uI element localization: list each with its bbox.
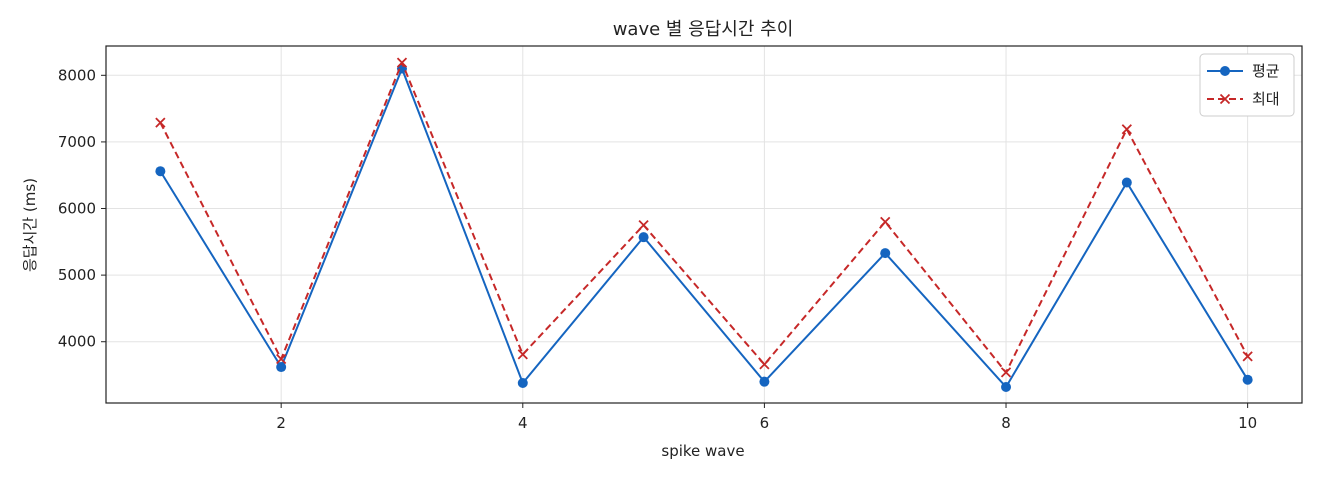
series-mean [155,63,1253,393]
data-point [880,248,891,259]
data-point [1121,124,1132,135]
x-axis: 2 4 6 8 10 [276,403,1257,432]
data-point [276,362,287,373]
series-max [155,57,1253,378]
data-point [1242,374,1253,385]
data-point [638,232,649,243]
x-tick-label: 10 [1238,414,1257,432]
data-point [880,216,891,227]
data-point [276,353,287,365]
data-point [1000,367,1012,378]
legend-marker [1219,93,1231,105]
plot-frame [105,45,1303,404]
x-axis-label: spike wave [661,442,744,460]
data-point [638,220,649,231]
data-point [1242,351,1253,362]
x-tick-label: 6 [760,414,770,432]
x-tick-label: 4 [518,414,528,432]
data-point [1121,177,1132,188]
series-line [159,61,1249,374]
chart-title: wave 별 응답시간 추이 [613,19,794,40]
y-axis: 4000 5000 6000 7000 8000 [58,66,106,351]
data-point [155,117,166,128]
data-point [517,349,528,360]
data-point [517,378,528,389]
x-tick-label: 2 [276,414,286,432]
legend-label: 최대 [1252,90,1280,108]
legend-label: 평균 [1252,62,1280,80]
data-point [155,166,166,177]
legend-marker [1220,66,1230,76]
y-tick-label: 7000 [58,133,96,151]
series-layer [155,57,1253,393]
grid [106,46,1302,403]
data-point [759,359,770,370]
legend-item: 최대 [1207,90,1280,108]
series-line [159,67,1249,389]
y-axis-label: 응답시간 (ms) [21,178,39,272]
legend-box [1199,53,1295,117]
y-tick-label: 5000 [58,266,96,284]
data-point [396,57,408,68]
data-point [759,376,770,387]
data-point [1001,382,1012,393]
y-tick-label: 4000 [58,333,96,351]
y-tick-label: 8000 [58,66,96,84]
y-tick-label: 6000 [58,200,96,218]
legend-item: 평균 [1207,62,1280,80]
x-tick-label: 8 [1001,414,1011,432]
